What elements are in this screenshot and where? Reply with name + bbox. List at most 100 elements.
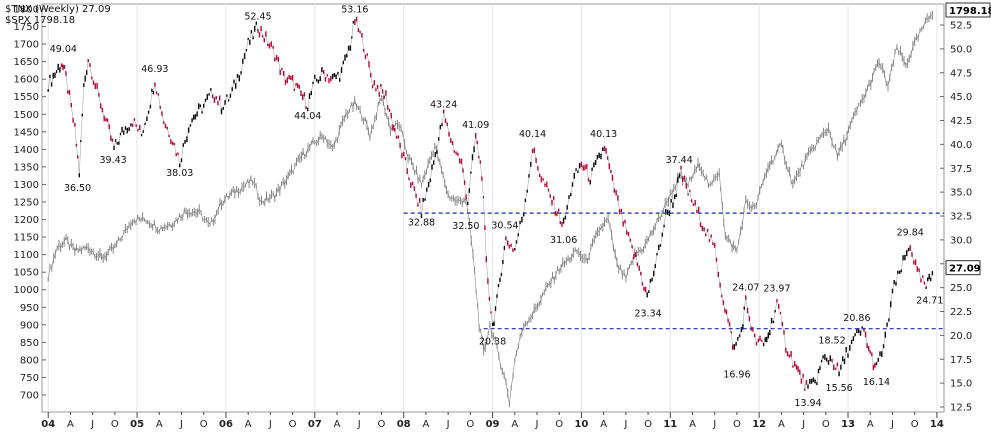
x-tick-label: O (555, 419, 563, 430)
annotation-label: 39.43 (99, 155, 126, 166)
x-tick-label: A (245, 419, 252, 430)
x-tick-label: O (733, 419, 741, 430)
right-tick-label: 22.5 (950, 307, 972, 318)
annotation-label: 29.84 (897, 227, 924, 238)
tnx-up-bars (47, 21, 934, 389)
annotation-label: 40.14 (519, 129, 546, 140)
x-tick-label: J (179, 419, 183, 430)
annotation-label: 53.16 (341, 5, 368, 16)
right-tick-label: 37.5 (950, 164, 972, 175)
x-tick-label: J (357, 419, 361, 430)
annotation-label: 20.38 (479, 337, 506, 348)
right-tick-label: 35.0 (950, 188, 972, 199)
left-tick-label: 1450 (14, 127, 39, 138)
left-tick-label: 950 (20, 303, 39, 314)
x-tick-label: J (268, 419, 272, 430)
tnx-value-text: 27.09 (949, 264, 981, 275)
right-tick-label: 15.0 (950, 379, 972, 390)
legend: $TNX (Weekly) 27.09 $SPX 1798.18 (5, 4, 111, 26)
x-tick-label: J (623, 419, 627, 430)
series-layer (47, 11, 934, 408)
x-tick-label: 13 (841, 419, 855, 430)
left-tick-label: 1700 (14, 40, 39, 51)
left-tick-label: 1250 (14, 198, 39, 209)
legend-spx: $SPX 1798.18 (5, 15, 75, 26)
right-tick-label: 45.0 (950, 92, 972, 103)
annotation-label: 32.88 (408, 217, 435, 228)
annotation-label: 44.04 (294, 111, 321, 122)
x-axis: 04 A J O 05 A J O 06 A J O 07 A J O 08 A J O 09 A J O 10 A J O 11 A J O… (41, 412, 944, 430)
annotation-label: 13.94 (794, 398, 821, 409)
right-tick-label: 20.0 (950, 331, 972, 342)
x-tick-label: 10 (574, 419, 588, 430)
right-tick-label: 25.0 (950, 283, 972, 294)
x-tick-label: 04 (41, 419, 55, 430)
right-tick-label: 52.5 (950, 21, 972, 32)
spx-value-tag (945, 2, 991, 18)
right-tick-label: 12.5 (950, 403, 972, 414)
left-tick-label: 800 (20, 355, 39, 366)
left-tick-label: 1200 (14, 215, 39, 226)
x-tick-label: A (334, 419, 341, 430)
left-tick-label: 1350 (14, 162, 39, 173)
x-tick-label: A (600, 419, 607, 430)
annotation-label: 46.93 (141, 64, 168, 75)
spx-bars (47, 11, 933, 408)
annotation-label: 43.24 (430, 99, 457, 110)
annotation-label: 24.07 (732, 283, 759, 294)
x-tick-label: O (111, 419, 119, 430)
x-tick-label: A (67, 419, 74, 430)
left-tick-label: 750 (20, 373, 39, 384)
x-tick-label: 08 (397, 419, 411, 430)
left-tick-label: 1600 (14, 75, 39, 86)
tnx-value-tag (945, 260, 981, 276)
annotation-label: 18.52 (818, 336, 845, 347)
grid (41, 3, 945, 413)
annotation-label: 41.09 (462, 120, 489, 131)
left-tick-label: 1100 (14, 250, 39, 261)
spx-value-text: 1798.18 (949, 6, 991, 17)
x-tick-label: 11 (663, 419, 677, 430)
annotation-label: 23.97 (763, 283, 790, 294)
left-tick-label: 1150 (14, 233, 39, 244)
left-tick-label: 850 (20, 338, 39, 349)
x-tick-label: 14 (930, 419, 944, 430)
x-tick-label: 12 (752, 419, 766, 430)
annotation-label: 16.96 (723, 369, 750, 380)
x-tick-label: O (644, 419, 652, 430)
support-lines (403, 212, 944, 330)
annotation-label: 52.45 (244, 11, 271, 22)
x-tick-label: J (446, 419, 450, 430)
annotation-label: 40.13 (590, 129, 617, 140)
left-tick-label: 1000 (14, 285, 39, 296)
x-tick-label: A (156, 419, 163, 430)
x-tick-label: A (511, 419, 518, 430)
left-tick-label: 1800 (14, 5, 39, 16)
x-tick-label: A (422, 419, 429, 430)
left-axis: 1800 1750 1700 1650 1600 1550 1500 1450 1400 1350… (14, 5, 46, 402)
right-tick-label: 42.5 (950, 116, 972, 127)
right-tick-label: 47.5 (950, 68, 972, 79)
annotation-label: 49.04 (50, 44, 77, 55)
tnx-line (47, 18, 933, 390)
x-tick-label: A (689, 419, 696, 430)
last-value-tags: 1798.18 27.09 (945, 2, 991, 276)
annotation-label: 16.14 (863, 377, 890, 388)
annotation-label: 31.06 (550, 235, 577, 246)
left-tick-label: 1300 (14, 180, 39, 191)
x-tick-label: 06 (219, 419, 233, 430)
right-tick-label: 30.0 (950, 235, 972, 246)
annotation-label: 20.86 (843, 313, 870, 324)
annotations: 49.04 36.50 39.43 46.93 38.03 52.45 44.04 53.16… (50, 5, 944, 410)
x-tick-label: J (712, 419, 716, 430)
x-tick-label: J (801, 419, 805, 430)
spx-line (47, 15, 933, 404)
x-tick-label: A (867, 419, 874, 430)
left-tick-label: 1550 (14, 92, 39, 103)
x-tick-label: J (535, 419, 539, 430)
annotation-label: 24.71 (916, 295, 943, 306)
left-tick-label: 900 (20, 320, 39, 331)
left-tick-label: 700 (20, 391, 39, 402)
x-tick-label: O (822, 419, 830, 430)
